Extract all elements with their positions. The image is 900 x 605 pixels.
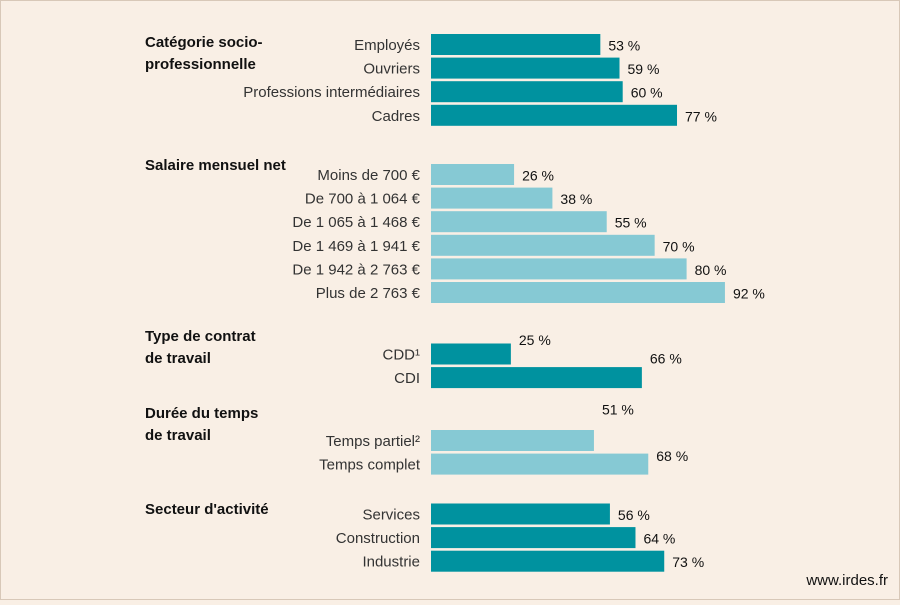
category-label: De 1 065 à 1 468 € [292, 214, 420, 231]
bar [431, 367, 642, 389]
bar [431, 164, 515, 185]
category-label: Professions intermédiaires [243, 84, 420, 101]
value-label: 66 % [650, 351, 682, 367]
category-label: CDI [394, 370, 420, 387]
bar [431, 211, 607, 233]
group-title: Secteur d'activité [145, 501, 269, 518]
value-label: 68 % [656, 448, 688, 464]
value-label: 80 % [695, 262, 727, 278]
bar [431, 453, 649, 475]
group-title: Salaire mensuel net [145, 157, 286, 174]
category-label: Temps partiel² [326, 433, 420, 450]
bar [431, 282, 725, 303]
value-label: 26 % [522, 168, 554, 184]
bar [431, 57, 620, 79]
bar [431, 234, 655, 256]
value-label: 38 % [560, 191, 592, 207]
value-label: 77 % [685, 108, 717, 124]
value-label: 56 % [618, 507, 650, 523]
bar [431, 527, 636, 549]
group-title: de travail [145, 350, 211, 367]
group-title: Catégorie socio- [145, 34, 263, 51]
category-label: CDD¹ [383, 347, 421, 364]
category-label: Employés [354, 37, 420, 54]
category-label: Ouvriers [363, 61, 420, 78]
bar [431, 503, 610, 525]
category-label: Temps complet [319, 457, 421, 474]
value-label: 51 % [602, 402, 634, 418]
category-label: Moins de 700 € [317, 167, 420, 184]
value-label: 55 % [615, 215, 647, 231]
bar [431, 187, 553, 209]
value-label: 59 % [628, 61, 660, 77]
category-label: Plus de 2 763 € [316, 285, 421, 302]
group-title: de travail [145, 427, 211, 444]
value-label: 64 % [643, 531, 675, 547]
bar [431, 34, 601, 55]
bar [431, 343, 511, 365]
group-title: professionnelle [145, 56, 256, 73]
category-label: De 1 469 à 1 941 € [292, 238, 420, 255]
value-label: 60 % [631, 85, 663, 101]
category-label: Industrie [362, 554, 420, 571]
bar-group: Type de contrat de travail CDD¹ 25 % CDI 66 % [145, 328, 682, 389]
group-title: Durée du temps [145, 405, 258, 422]
category-label: De 700 à 1 064 € [305, 191, 421, 208]
bar-group: Salaire mensuel net Moins de 700 € 26 % De … [145, 157, 765, 303]
bar [431, 430, 594, 451]
category-label: Services [362, 507, 420, 524]
category-label: Cadres [372, 108, 420, 125]
bar [431, 550, 665, 572]
bar [431, 258, 687, 280]
value-label: 70 % [663, 238, 695, 254]
value-label: 25 % [519, 332, 551, 348]
bar-group: Catégorie socio-professionnelle Employés 5… [145, 34, 717, 126]
value-label: 92 % [733, 286, 765, 302]
group-title: Type de contrat [145, 328, 256, 345]
value-label: 53 % [608, 38, 640, 54]
category-label: Construction [336, 530, 420, 547]
bar [431, 81, 623, 103]
source-label: www.irdes.fr [805, 572, 888, 589]
value-label: 73 % [672, 554, 704, 570]
bar-group: Secteur d'activité Services 56 % Constructi… [145, 501, 704, 572]
bar-group: Durée du temps de travail Temps partiel² 51… [145, 402, 688, 475]
bar [431, 104, 678, 126]
category-label: De 1 942 à 2 763 € [292, 261, 420, 278]
